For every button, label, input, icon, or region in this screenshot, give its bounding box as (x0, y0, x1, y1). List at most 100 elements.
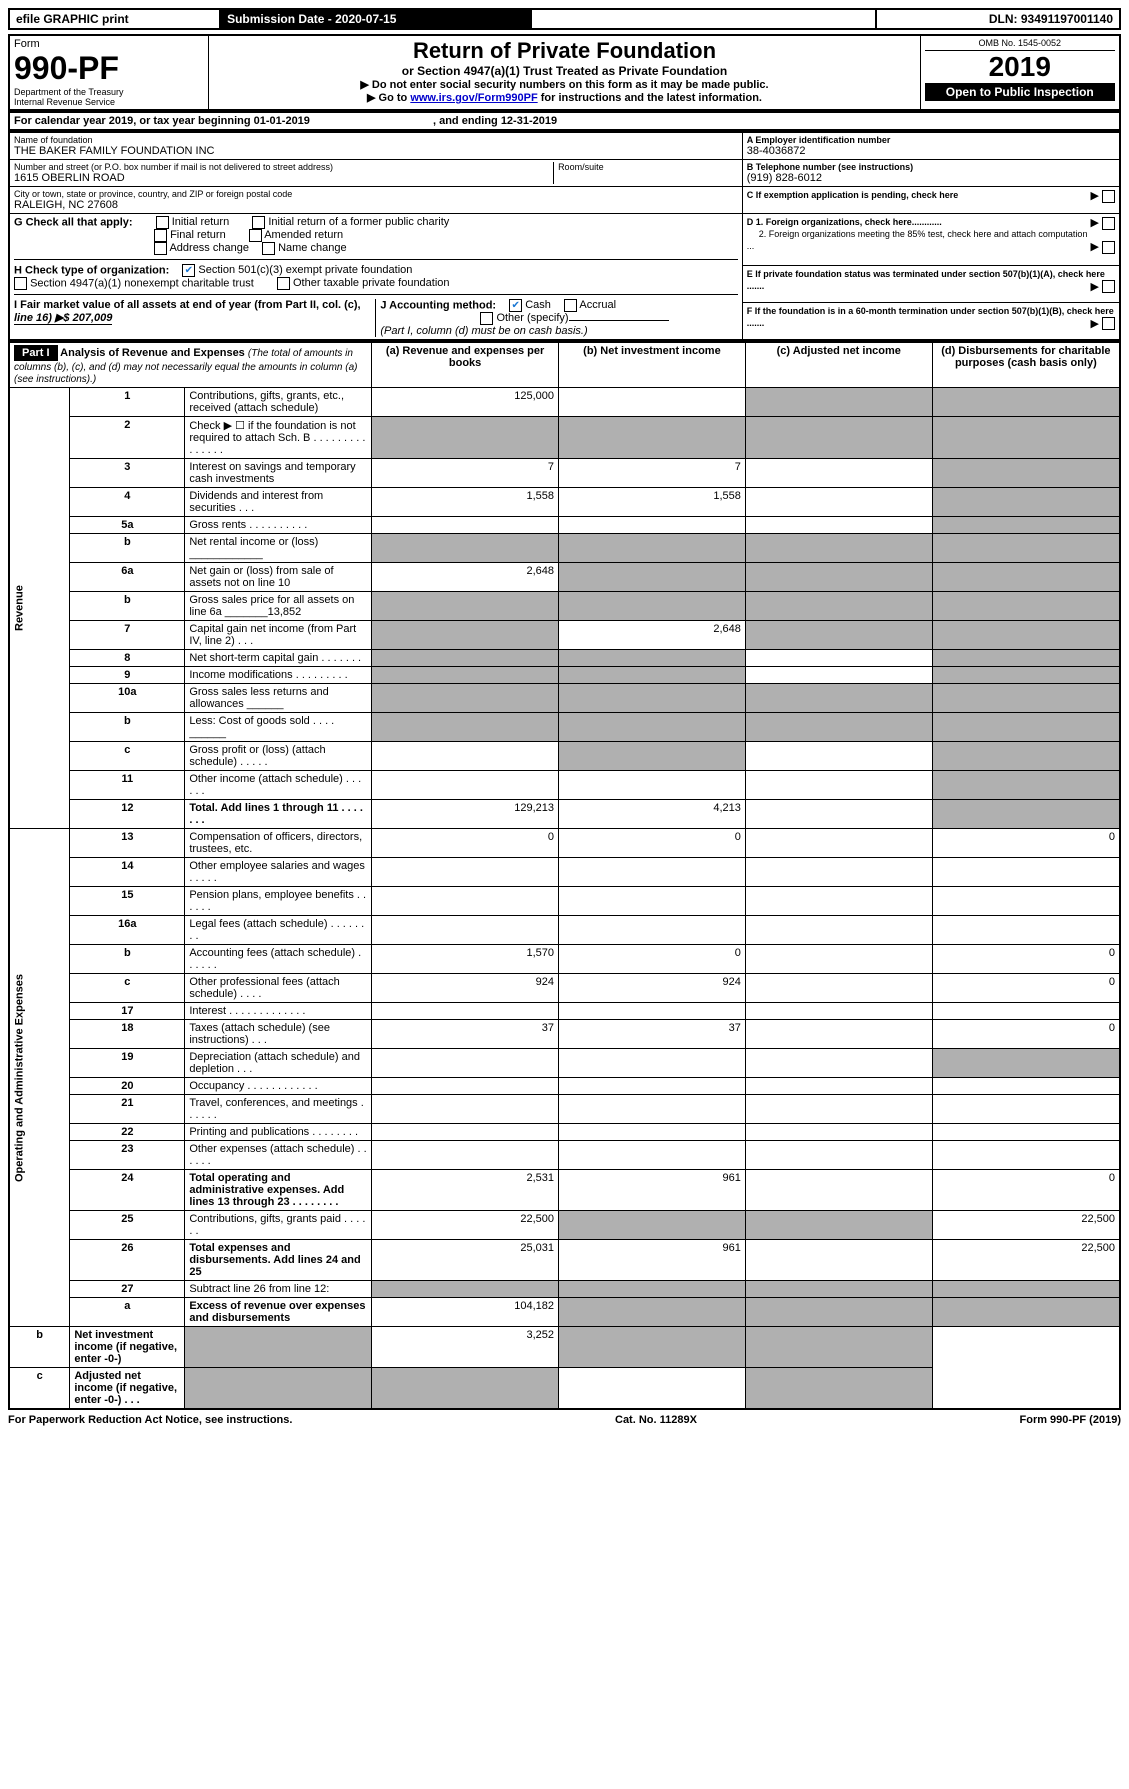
c-checkbox[interactable] (1102, 190, 1115, 203)
g-amended-checkbox[interactable] (249, 229, 262, 242)
g-address-checkbox[interactable] (154, 242, 167, 255)
col-d-header: (d) Disbursements for charitable purpose… (932, 342, 1120, 388)
table-row: 8Net short-term capital gain . . . . . .… (9, 650, 1120, 667)
value-cell (559, 1003, 746, 1020)
g-initial-checkbox[interactable] (156, 216, 169, 229)
value-cell (372, 887, 559, 916)
h-other-checkbox[interactable] (277, 277, 290, 290)
e-checkbox[interactable] (1102, 280, 1115, 293)
g-name-checkbox[interactable] (262, 242, 275, 255)
form-note2: ▶ Go to www.irs.gov/Form990PF for instru… (213, 91, 915, 104)
j-accrual-checkbox[interactable] (564, 299, 577, 312)
line-number: 19 (70, 1049, 185, 1078)
value-cell: 0 (932, 1020, 1120, 1049)
f-checkbox[interactable] (1102, 317, 1115, 330)
value-cell (932, 1078, 1120, 1095)
line-number: 2 (70, 417, 185, 459)
line-description: Check ▶ ☐ if the foundation is not requi… (185, 417, 372, 459)
value-cell (932, 621, 1120, 650)
form-header: Form 990-PF Department of the Treasury I… (8, 34, 1121, 111)
value-cell (932, 1049, 1120, 1078)
value-cell: 2,648 (559, 621, 746, 650)
value-cell (745, 1240, 932, 1281)
room-label: Room/suite (558, 162, 738, 172)
line-number: 14 (70, 858, 185, 887)
value-cell (745, 1141, 932, 1170)
table-row: 19Depreciation (attach schedule) and dep… (9, 1049, 1120, 1078)
value-cell (559, 858, 746, 887)
table-row: 17Interest . . . . . . . . . . . . . (9, 1003, 1120, 1020)
table-row: 18Taxes (attach schedule) (see instructi… (9, 1020, 1120, 1049)
table-row: 24Total operating and administrative exp… (9, 1170, 1120, 1211)
value-cell: 125,000 (372, 388, 559, 417)
value-cell (745, 563, 932, 592)
line-number: 20 (70, 1078, 185, 1095)
phone: (919) 828-6012 (747, 172, 1115, 184)
h-4947-checkbox[interactable] (14, 277, 27, 290)
period-begin: For calendar year 2019, or tax year begi… (14, 115, 310, 127)
value-cell (745, 945, 932, 974)
value-cell (932, 650, 1120, 667)
irs-link[interactable]: www.irs.gov/Form990PF (410, 92, 537, 104)
line-description: Gross profit or (loss) (attach schedule)… (185, 742, 372, 771)
entity-info: Name of foundation THE BAKER FAMILY FOUN… (8, 131, 1121, 341)
table-row: 25Contributions, gifts, grants paid . . … (9, 1211, 1120, 1240)
h-501c3-checkbox[interactable] (182, 264, 195, 277)
value-cell (559, 592, 746, 621)
line-description: Interest on savings and temporary cash i… (185, 459, 372, 488)
value-cell (745, 534, 932, 563)
line-description: Net rental income or (loss) ____________ (185, 534, 372, 563)
g-initial-former-checkbox[interactable] (252, 216, 265, 229)
table-row: 6aNet gain or (loss) from sale of assets… (9, 563, 1120, 592)
table-row: Revenue1Contributions, gifts, grants, et… (9, 388, 1120, 417)
line-number: c (9, 1368, 70, 1410)
line-description: Total expenses and disbursements. Add li… (185, 1240, 372, 1281)
value-cell: 3,252 (372, 1327, 559, 1368)
line-description: Dividends and interest from securities .… (185, 488, 372, 517)
d2-checkbox[interactable] (1102, 241, 1115, 254)
value-cell (559, 713, 746, 742)
value-cell (372, 417, 559, 459)
value-cell (932, 534, 1120, 563)
value-cell (932, 742, 1120, 771)
value-cell (745, 592, 932, 621)
value-cell (185, 1327, 372, 1368)
value-cell (559, 1095, 746, 1124)
g-final-checkbox[interactable] (154, 229, 167, 242)
d1-checkbox[interactable] (1102, 217, 1115, 230)
value-cell (559, 563, 746, 592)
line-description: Other income (attach schedule) . . . . .… (185, 771, 372, 800)
table-row: 22Printing and publications . . . . . . … (9, 1124, 1120, 1141)
j-cash-checkbox[interactable] (509, 299, 522, 312)
value-cell: 7 (559, 459, 746, 488)
value-cell (932, 916, 1120, 945)
table-row: 23Other expenses (attach schedule) . . .… (9, 1141, 1120, 1170)
line-number: 10a (70, 684, 185, 713)
col-c-header: (c) Adjusted net income (745, 342, 932, 388)
line-description: Printing and publications . . . . . . . … (185, 1124, 372, 1141)
value-cell (185, 1368, 372, 1410)
value-cell: 22,500 (372, 1211, 559, 1240)
line-description: Other employee salaries and wages . . . … (185, 858, 372, 887)
line-number: 4 (70, 488, 185, 517)
line-number: c (70, 974, 185, 1003)
value-cell (745, 667, 932, 684)
value-cell: 2,648 (372, 563, 559, 592)
table-row: Operating and Administrative Expenses13C… (9, 829, 1120, 858)
value-cell (559, 771, 746, 800)
value-cell (932, 488, 1120, 517)
value-cell (372, 1049, 559, 1078)
line-number: 12 (70, 800, 185, 829)
value-cell: 37 (372, 1020, 559, 1049)
irs-label: Internal Revenue Service (14, 97, 204, 107)
omb-label: OMB No. 1545-0052 (925, 38, 1115, 51)
j-other-checkbox[interactable] (480, 312, 493, 325)
line-number: 18 (70, 1020, 185, 1049)
value-cell (372, 1003, 559, 1020)
g-section: G Check all that apply: Initial return I… (14, 216, 738, 255)
line-number: 7 (70, 621, 185, 650)
dln: DLN: 93491197001140 (876, 9, 1120, 29)
efile-label: efile GRAPHIC print (9, 9, 220, 29)
value-cell (745, 742, 932, 771)
value-cell: 0 (372, 829, 559, 858)
